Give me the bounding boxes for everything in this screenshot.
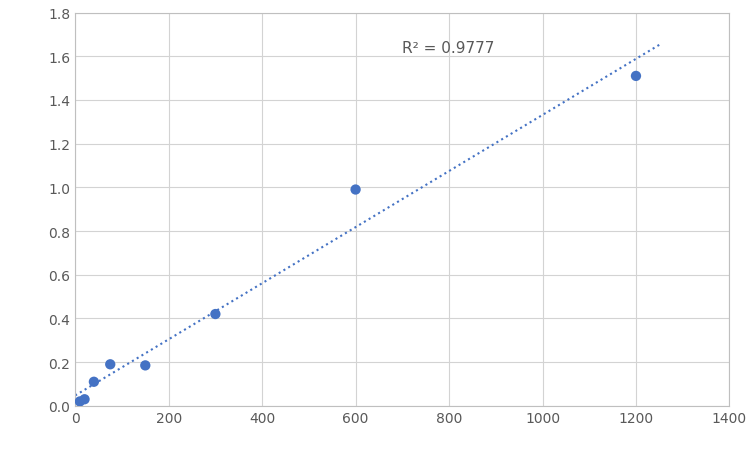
Point xyxy=(88,378,100,386)
Point xyxy=(78,396,90,403)
Point xyxy=(139,362,151,369)
Point xyxy=(630,73,642,80)
Point xyxy=(350,187,362,194)
Text: R² = 0.9777: R² = 0.9777 xyxy=(402,41,495,56)
Point xyxy=(209,311,221,318)
Point xyxy=(105,361,117,368)
Point xyxy=(74,398,86,405)
